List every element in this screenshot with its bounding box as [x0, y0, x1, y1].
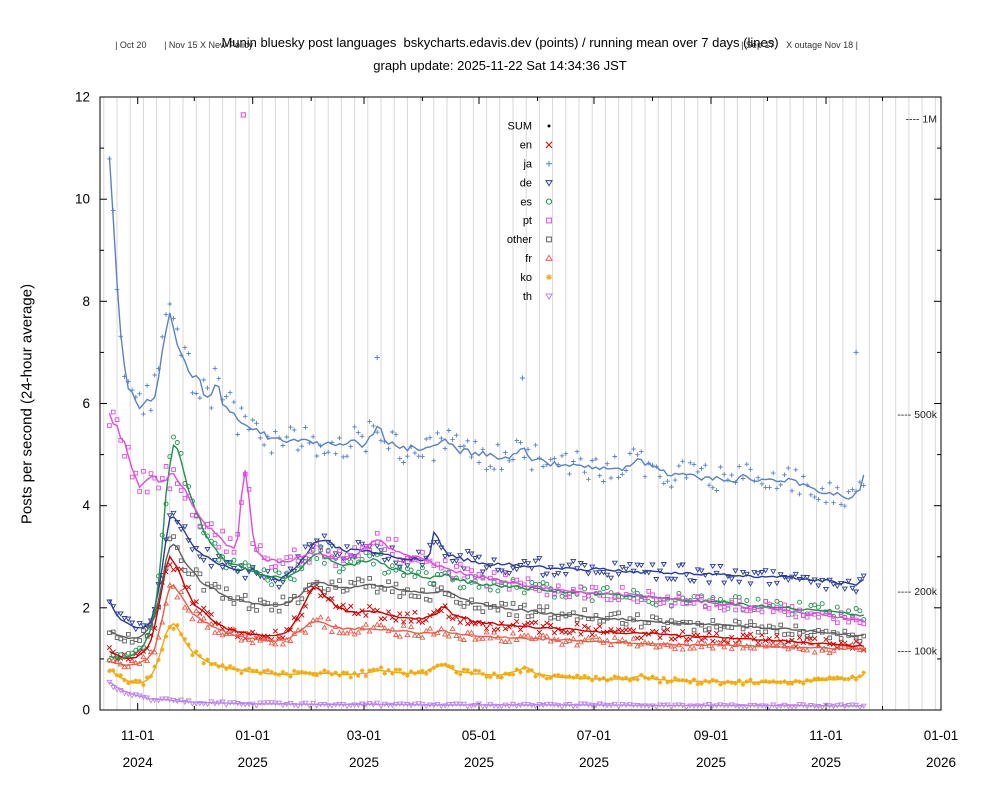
series-points-ja: [107, 156, 866, 509]
legend-label: pt: [523, 215, 532, 227]
series-line-fr: [109, 584, 864, 666]
event-annotation: | Oct 20: [115, 40, 146, 50]
y-tick-label: 2: [82, 600, 90, 615]
x-tick-year: 2025: [811, 755, 841, 770]
series-line-en: [109, 554, 864, 660]
x-tick-label: 11-01: [809, 728, 843, 743]
x-tick-year: 2025: [464, 755, 494, 770]
x-tick-label: 03-01: [347, 728, 382, 743]
legend-label: other: [507, 234, 532, 246]
event-annotation: | Sep 17: [741, 40, 774, 50]
right-axis-labels: ---- 1M ---- 500k ---- 200k ---- 100k: [897, 113, 937, 657]
series-line-other: [109, 543, 864, 640]
y-tick-label: 8: [82, 294, 90, 309]
legend-item-en: en: [520, 140, 553, 152]
series-line-ko: [108, 622, 864, 684]
y-axis-title: Posts per second (24-hour average): [18, 283, 36, 525]
outlier-points: [240, 112, 859, 381]
legend-item-ko: ko: [520, 272, 552, 284]
right-axis-label: ---- 200k: [897, 586, 937, 598]
x-tick-year: 2025: [349, 755, 379, 770]
event-annotation: | Nov 15 X New Policy: [164, 40, 253, 50]
x-tick-label: 07-01: [577, 728, 612, 743]
legend-item-ja: ja: [522, 159, 552, 171]
legend-item-pt: pt: [523, 215, 552, 227]
annotations: | Oct 20 | Nov 15 X New Policy | Sep 17 X o…: [115, 40, 858, 50]
right-axis-label: ---- 500k: [897, 409, 937, 421]
legend-item-de: de: [520, 177, 553, 189]
legend-label: de: [520, 177, 532, 189]
series-line-de: [108, 515, 865, 629]
legend-item-th: th: [523, 291, 553, 303]
legend-label: ko: [520, 272, 532, 284]
legend-item-SUM: SUM: [508, 121, 551, 133]
right-axis-label: ---- 1M: [906, 113, 938, 125]
legend-item-fr: fr: [525, 253, 553, 265]
y-tick-label: 10: [75, 192, 90, 207]
x-tick-year: 2025: [696, 755, 726, 770]
x-tick-label: 01-01: [235, 728, 270, 743]
event-annotation: X outage Nov 18 |: [786, 40, 858, 50]
legend-label: ja: [522, 159, 532, 171]
x-tick-year: 2026: [926, 755, 956, 770]
series-line-es: [109, 443, 864, 660]
x-tick-year: 2025: [579, 755, 609, 770]
x-tick-label: 09-01: [694, 728, 729, 743]
y-tick-label: 6: [82, 396, 90, 411]
y-tick-label: 0: [82, 703, 90, 718]
y-tick-label: 12: [75, 90, 90, 105]
x-tick-year: 2025: [238, 755, 268, 770]
chart-title: Munin bluesky post languages bskycharts.…: [221, 35, 779, 50]
axis-labels: 11-01 2024 01-01 2025 03-01 2025 05-01 2025 07-0…: [75, 90, 958, 771]
plot-border: [99, 96, 942, 711]
chart-subtitle: graph update: 2025-11-22 Sat 14:34:36 JS…: [373, 58, 627, 73]
x-tick-label: 01-01: [924, 728, 959, 743]
x-tick-year: 2024: [123, 755, 154, 770]
series-line-pt: [108, 413, 864, 622]
y-tick-label: 4: [82, 498, 90, 513]
right-axis-label: ---- 100k: [897, 645, 937, 657]
x-tick-label: 05-01: [462, 728, 497, 743]
legend-label: th: [523, 291, 532, 303]
legend-item-es: es: [520, 196, 553, 208]
legend-label: SUM: [508, 121, 532, 133]
legend-item-other: other: [507, 234, 552, 246]
legend-label: en: [520, 140, 532, 152]
x-tick-label: 11-01: [121, 728, 155, 743]
legend-label: es: [520, 196, 532, 208]
legend-label: fr: [525, 253, 532, 265]
series-line-th: [108, 681, 864, 707]
legend: SUM en ja de es pt other fr ko th: [507, 121, 553, 303]
series-line-ja: [108, 156, 865, 500]
